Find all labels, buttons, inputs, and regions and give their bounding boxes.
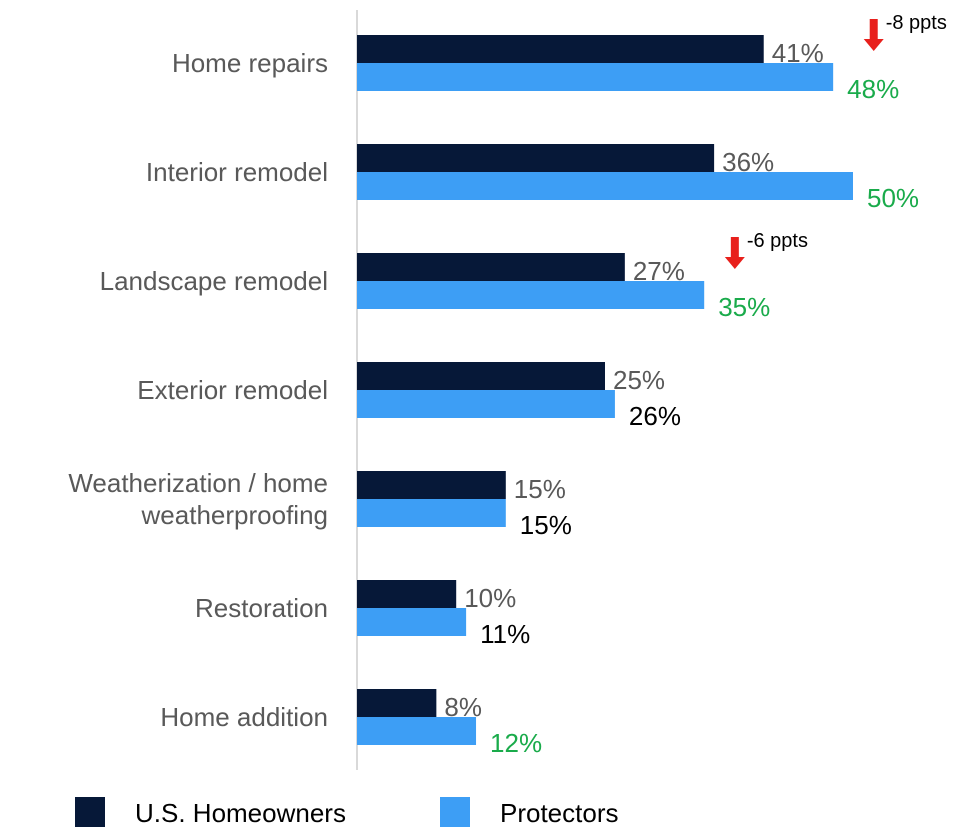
value-label: 50% xyxy=(867,183,919,213)
category-label: Home addition xyxy=(160,702,328,732)
arrow xyxy=(724,237,745,269)
value-label: 26% xyxy=(629,401,681,431)
category-label: Interior remodel xyxy=(145,157,328,187)
value-label: 15% xyxy=(514,474,566,504)
bar xyxy=(357,580,457,608)
value-label: 15% xyxy=(520,510,572,540)
bar xyxy=(357,608,467,636)
category-label: Home repairs xyxy=(171,48,328,78)
bar xyxy=(357,253,625,281)
bar xyxy=(357,144,715,172)
legend-label: Protectors xyxy=(500,798,619,828)
legend-swatch xyxy=(440,797,470,827)
category-label: Exterior remodel xyxy=(137,375,328,405)
category-label: Landscape remodel xyxy=(99,266,328,296)
bar xyxy=(357,471,506,499)
value-label: 11% xyxy=(480,619,530,649)
bar xyxy=(357,172,853,200)
value-label: 35% xyxy=(718,292,770,322)
annotation: -6 ppts xyxy=(747,230,808,252)
value-label: 25% xyxy=(613,365,665,395)
bar xyxy=(357,390,615,418)
category-label: Weatherization / home weatherproofing xyxy=(68,468,328,530)
annotation: -8 ppts xyxy=(886,12,947,34)
value-label: 12% xyxy=(490,728,542,758)
bar xyxy=(357,63,834,91)
bar xyxy=(357,499,506,527)
legend-label: U.S. Homeowners xyxy=(135,798,346,828)
value-label: 48% xyxy=(847,74,899,104)
bar xyxy=(357,281,705,309)
value-label: 10% xyxy=(464,583,516,613)
bar xyxy=(357,35,764,63)
category-label: Restoration xyxy=(195,593,328,623)
legend-swatch xyxy=(75,797,105,827)
bar xyxy=(357,362,605,390)
arrow xyxy=(863,19,884,51)
bar xyxy=(357,717,477,745)
bar xyxy=(357,689,437,717)
